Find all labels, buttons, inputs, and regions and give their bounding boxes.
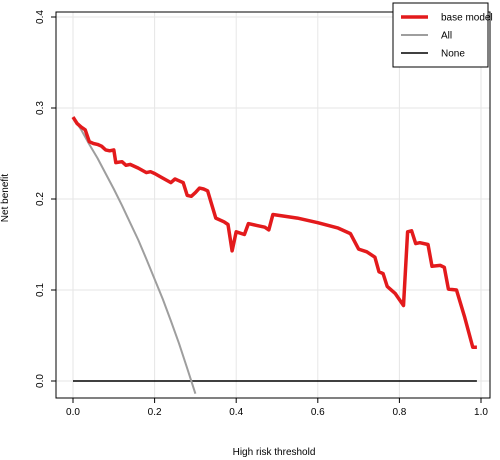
plot-frame [55,11,491,399]
axes: 0.0 0.2 0.4 0.6 0.8 1.0 0.0 0.1 0.2 0.3 0.4 [35,10,491,418]
y-tick-label-3: 0.3 [35,101,46,115]
y-tick-label-0: 0.0 [35,374,46,388]
x-axis-label: High risk threshold [233,447,316,458]
legend-label-1: All [441,31,452,42]
x-tick-label-0: 0.0 [66,407,80,418]
legend-label-0: base model [441,13,493,24]
y-tick-label-4: 0.4 [35,10,46,24]
x-tick-label-1: 0.2 [148,407,162,418]
series-lines [71,116,477,395]
x-tick-label-4: 0.8 [392,407,406,418]
legend-label-2: None [441,49,465,60]
x-tick-label-5: 1.0 [474,407,488,418]
legend: base model All None [392,2,493,68]
series-line-base-model [71,116,477,350]
y-tick-label-1: 0.1 [35,283,46,297]
series-line-all [72,116,197,395]
y-axis-label: Net benefit [0,174,11,223]
x-tick-label-3: 0.6 [311,407,325,418]
y-tick-label-2: 0.2 [35,192,46,206]
x-tick-label-2: 0.4 [229,407,243,418]
